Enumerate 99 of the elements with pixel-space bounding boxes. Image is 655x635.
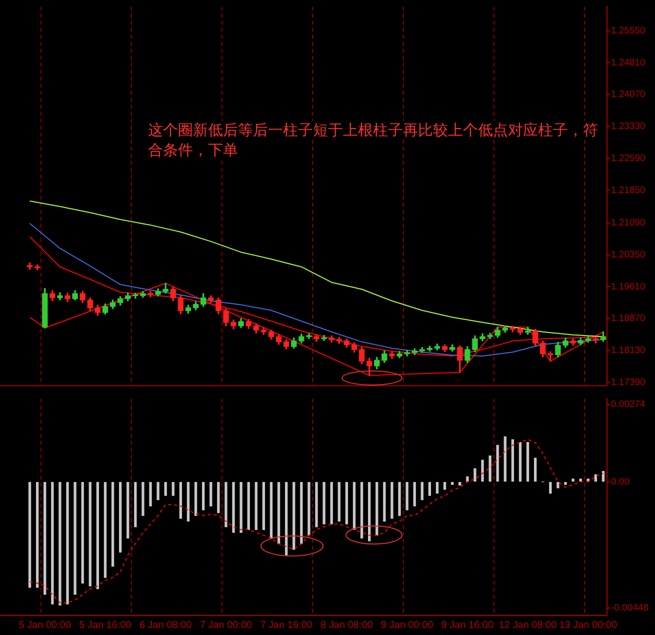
y-tick-label: 1.18870 (611, 313, 646, 324)
bar (383, 482, 386, 522)
bar (277, 482, 280, 544)
bar (186, 482, 190, 522)
bar (149, 482, 152, 506)
bar (118, 482, 122, 553)
bar (96, 482, 100, 590)
bar (496, 444, 499, 482)
bar (338, 482, 340, 522)
annotation: 这个圈新低后等后一柱子短于上根柱子再比较上个低点对应柱子，符合条件，下单 (148, 121, 598, 159)
bar (217, 482, 220, 514)
bar (428, 482, 432, 496)
x-tick-label: 12 Jan 08:00 (498, 620, 558, 631)
x-tick-label: 9 Jan 16:00 (441, 620, 494, 631)
y-tick-label: 1.24810 (611, 57, 646, 68)
bar (179, 482, 182, 519)
bar (390, 482, 394, 519)
bar (352, 482, 356, 530)
bar (315, 482, 318, 528)
bar (202, 482, 205, 510)
bar (194, 482, 198, 516)
bar (360, 482, 364, 538)
bar (376, 482, 378, 536)
bar (511, 439, 514, 482)
bar (579, 478, 582, 482)
x-tick-label: 7 Jan 00:00 (200, 620, 253, 631)
bar (300, 482, 303, 544)
bar (443, 482, 446, 490)
bar (142, 482, 144, 516)
bar (518, 442, 522, 482)
y-tick-label: 1.19610 (611, 281, 646, 292)
bar (224, 482, 228, 528)
y-tick-label: 1.23330 (611, 121, 646, 132)
bar (51, 482, 54, 604)
bar (504, 436, 506, 482)
x-tick-label: 9 Jan 00:00 (380, 620, 434, 631)
x-tick-label: 13 Jan 00:00 (559, 620, 618, 631)
bar (474, 468, 476, 482)
bar (556, 482, 560, 488)
bar (368, 482, 371, 542)
x-tick-label: 8 Jan 08:00 (320, 620, 374, 631)
x-tick-label: 5 Jan 00:00 (18, 620, 72, 631)
y-tick-label: 0.00 (611, 476, 630, 488)
bar (284, 482, 288, 556)
y-tick-label: 1.25550 (611, 25, 646, 36)
bar (104, 482, 107, 578)
bar (549, 482, 552, 494)
x-tick-label: 5 Jan 16:00 (79, 620, 132, 631)
bar (534, 458, 537, 482)
bar (270, 482, 273, 538)
bar (44, 482, 46, 595)
bar (262, 482, 266, 530)
bar (156, 482, 160, 500)
bar (36, 482, 39, 588)
bar (488, 456, 492, 482)
bar (526, 442, 530, 482)
y-tick-label: 1.18130 (611, 345, 646, 356)
y-tick-label: 1.22590 (611, 152, 646, 164)
bar (450, 482, 454, 485)
bar (292, 482, 296, 550)
bar (111, 482, 114, 567)
bar (134, 482, 137, 528)
bar (232, 482, 235, 533)
bar (210, 482, 212, 506)
bar (345, 482, 348, 524)
bar (58, 482, 62, 606)
bar (572, 478, 574, 482)
bar (164, 482, 167, 496)
bar (413, 482, 416, 506)
bar (308, 482, 310, 536)
y-tick-label: 1.20350 (611, 249, 646, 260)
bar (436, 482, 439, 494)
bar (458, 482, 462, 486)
bar (247, 482, 250, 530)
bar (240, 482, 242, 533)
y-tick-label: 1.21850 (611, 184, 646, 196)
bar (322, 482, 326, 524)
bar (420, 482, 424, 500)
y-tick-label: 1.17390 (611, 376, 646, 388)
bar (172, 482, 174, 496)
line-series (29, 439, 604, 604)
bar (254, 482, 258, 530)
y-tick-label: 0.00274 (611, 399, 646, 410)
x-tick-label: 7 Jan 16:00 (260, 620, 313, 631)
bar (330, 482, 333, 524)
y-tick-label: -0.00448 (611, 602, 649, 614)
bar (81, 482, 84, 584)
bar (88, 482, 92, 586)
y-tick-label: 1.24070 (611, 89, 646, 100)
bar (126, 482, 130, 538)
x-tick-label: 6 Jan 08:00 (139, 620, 192, 631)
bar (28, 482, 32, 588)
bar (564, 482, 567, 485)
bar (66, 482, 69, 604)
bar (481, 460, 484, 482)
y-tick-label: 1.21090 (611, 218, 646, 229)
bar (406, 482, 408, 510)
bar (398, 482, 401, 516)
bar (74, 482, 76, 595)
